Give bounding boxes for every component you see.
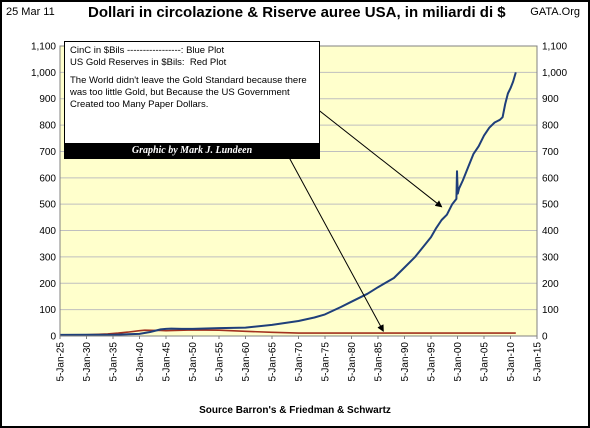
y-tick-label-left: 1,000 xyxy=(31,68,56,79)
graphic-credit: Graphic by Mark J. Lundeen xyxy=(65,143,319,158)
y-axis-right: 0 100 200 300 400 500 600 700 800 900 1,000 1,100 xyxy=(542,42,567,343)
series-line-gold-reserves xyxy=(59,329,516,336)
x-tick-label: 5-Jan-25 xyxy=(56,342,67,382)
y-tick-label-left: 800 xyxy=(39,121,56,132)
y-tick-label-left: 200 xyxy=(39,279,56,290)
x-axis: 5-Jan-25 5-Jan-30 5-Jan-35 5-Jan-40 5-Jan-45… xyxy=(56,336,544,381)
y-tick-label-left: 0 xyxy=(50,332,56,343)
y-axis-left: 0 100 200 300 400 500 600 700 800 900 1,000 1,100 xyxy=(31,42,56,343)
y-tick-label-left: 100 xyxy=(39,305,56,316)
x-tick-label: 5-Jan-90 xyxy=(400,342,411,382)
y-tick-label-right: 1,100 xyxy=(542,42,567,53)
y-tick-label-left: 900 xyxy=(39,94,56,105)
y-tick-label-right: 100 xyxy=(542,305,559,316)
y-tick-label-right: 0 xyxy=(542,332,548,343)
y-tick-label-right: 300 xyxy=(542,252,559,263)
x-tick-label: 5-Jan-95 xyxy=(427,342,438,382)
note-red-plot: US Gold Reserves in $Bils: Red Plot xyxy=(70,57,227,68)
y-tick-label-left: 1,100 xyxy=(31,42,56,53)
x-tick-label: 5-Jan-70 xyxy=(294,342,305,382)
x-tick-label: 5-Jan-00 xyxy=(453,342,464,382)
y-tick-label-right: 700 xyxy=(542,147,559,158)
series-group xyxy=(59,72,517,336)
x-tick-label: 5-Jan-55 xyxy=(215,342,226,382)
x-tick-label: 5-Jan-45 xyxy=(162,342,173,382)
y-tick-label-right: 500 xyxy=(542,200,559,211)
y-tick-label-left: 300 xyxy=(39,252,56,263)
x-tick-label: 5-Jan-35 xyxy=(109,342,120,382)
y-tick-label-right: 900 xyxy=(542,94,559,105)
footer-source: Source Barron's & Friedman & Schwartz xyxy=(199,405,391,416)
x-tick-label: 5-Jan-60 xyxy=(241,342,252,382)
x-tick-label: 5-Jan-40 xyxy=(135,342,146,382)
y-tick-label-right: 600 xyxy=(542,173,559,184)
note-paragraph: The World didn't leave the Gold Standard… xyxy=(70,75,307,110)
y-tick-label-right: 1,000 xyxy=(542,68,567,79)
note-blue-plot: CinC in $Bils -----------------: Blue Pl… xyxy=(70,45,225,56)
y-tick-label-right: 800 xyxy=(542,121,559,132)
x-tick-label: 5-Jan-80 xyxy=(347,342,358,382)
y-tick-label-left: 400 xyxy=(39,226,56,237)
x-tick-label: 5-Jan-65 xyxy=(268,342,279,382)
x-tick-label: 5-Jan-85 xyxy=(374,342,385,382)
x-tick-label: 5-Jan-05 xyxy=(480,342,491,382)
series-line-currency-in-circulation xyxy=(59,72,517,336)
y-tick-label-right: 200 xyxy=(542,279,559,290)
y-tick-label-left: 500 xyxy=(39,200,56,211)
x-tick-label: 5-Jan-75 xyxy=(321,342,332,382)
x-tick-label: 5-Jan-10 xyxy=(506,342,517,382)
chart-title: Dollari in circolazione & Riserve auree … xyxy=(88,4,506,21)
y-tick-label-left: 700 xyxy=(39,147,56,158)
y-tick-label-left: 600 xyxy=(39,173,56,184)
notes-box: CinC in $Bils -----------------: Blue Pl… xyxy=(64,41,320,159)
x-tick-label: 5-Jan-15 xyxy=(533,342,544,382)
report-date: 25 Mar 11 xyxy=(6,6,55,18)
y-tick-label-right: 400 xyxy=(542,226,559,237)
x-tick-label: 5-Jan-50 xyxy=(188,342,199,382)
x-tick-label: 5-Jan-30 xyxy=(82,342,93,382)
source-tag: GATA.Org xyxy=(530,6,580,18)
